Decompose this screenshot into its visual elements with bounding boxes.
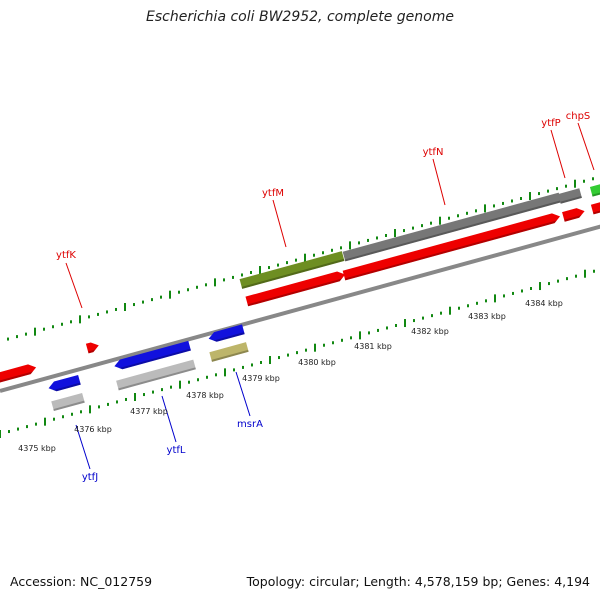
feature-msrA-misc: [209, 342, 249, 362]
tick-label: 4383 kbp: [468, 312, 506, 321]
gene-label-ytfP: ytfP: [541, 118, 560, 129]
feature-ytfJ-misc: [51, 392, 85, 412]
top-gene-leader-line: [577, 122, 595, 171]
feature-ytfP-misc: [558, 188, 582, 204]
bottom-gene-leader-line: [75, 424, 91, 470]
map-title: Escherichia coli BW2952, complete genome: [146, 9, 454, 25]
gene-label-ytfL: ytfL: [167, 445, 186, 456]
tick-row-bottom: [0, 269, 595, 438]
tick-labels: 4375 kbp 4376 kbp 4377 kbp 4378 kbp 4379 kbp…: [18, 299, 563, 453]
gene-label-ytfK: ytfK: [56, 250, 76, 261]
cds-ytfP: [562, 208, 585, 222]
top-gene-leader-line: [432, 158, 446, 206]
gene-label-msrA: msrA: [237, 419, 263, 430]
cds-ytfN: [342, 213, 561, 281]
feature-ytfN-misc: [342, 192, 562, 262]
genome-stats-label: Topology: circular; Length: 4,578,159 bp…: [246, 574, 590, 589]
feature-ytfL-misc: [116, 359, 196, 391]
tick-label: 4379 kbp: [242, 374, 280, 383]
top-gene-leader-line: [65, 262, 83, 309]
feature-chpS-misc: [589, 183, 600, 197]
tick-label: 4377 kbp: [130, 407, 168, 416]
top-gene-leader-line: [550, 129, 566, 179]
gene-label-ytfJ: ytfJ: [82, 472, 98, 483]
cds-ytfJ: [48, 374, 81, 392]
cds-ytfK: [85, 342, 99, 354]
bottom-gene-leader-line: [161, 395, 177, 443]
tick-label: 4384 kbp: [525, 299, 563, 308]
accession-label: Accession: NC_012759: [10, 574, 153, 589]
cds-chpS: [590, 201, 600, 215]
features: [0, 183, 600, 412]
tick-label: 4381 kbp: [354, 342, 392, 351]
tick-label: 4375 kbp: [18, 444, 56, 453]
tick-label: 4378 kbp: [186, 391, 224, 400]
gene-label-ytfM: ytfM: [262, 188, 284, 199]
cds-ytfL: [114, 340, 191, 370]
cds-left-edge: [0, 364, 37, 386]
cds-msrA: [208, 324, 245, 342]
bottom-gene-leader-line: [235, 371, 251, 417]
feature-ytfM-misc: [239, 251, 345, 289]
tick-label: 4376 kbp: [74, 425, 112, 434]
tick-label: 4380 kbp: [298, 358, 336, 367]
top-gene-leader-line: [272, 199, 287, 248]
tick-label: 4382 kbp: [411, 327, 449, 336]
gene-labels: ytfK ytfM ytfN ytfP chpS ytfJ ytfL msrA: [56, 111, 595, 483]
gene-label-ytfN: ytfN: [423, 147, 444, 158]
tick-row-top: [7, 177, 594, 341]
cds-ytfM: [245, 271, 346, 307]
genome-backbone: [0, 224, 600, 393]
gene-label-chpS: chpS: [566, 111, 591, 122]
